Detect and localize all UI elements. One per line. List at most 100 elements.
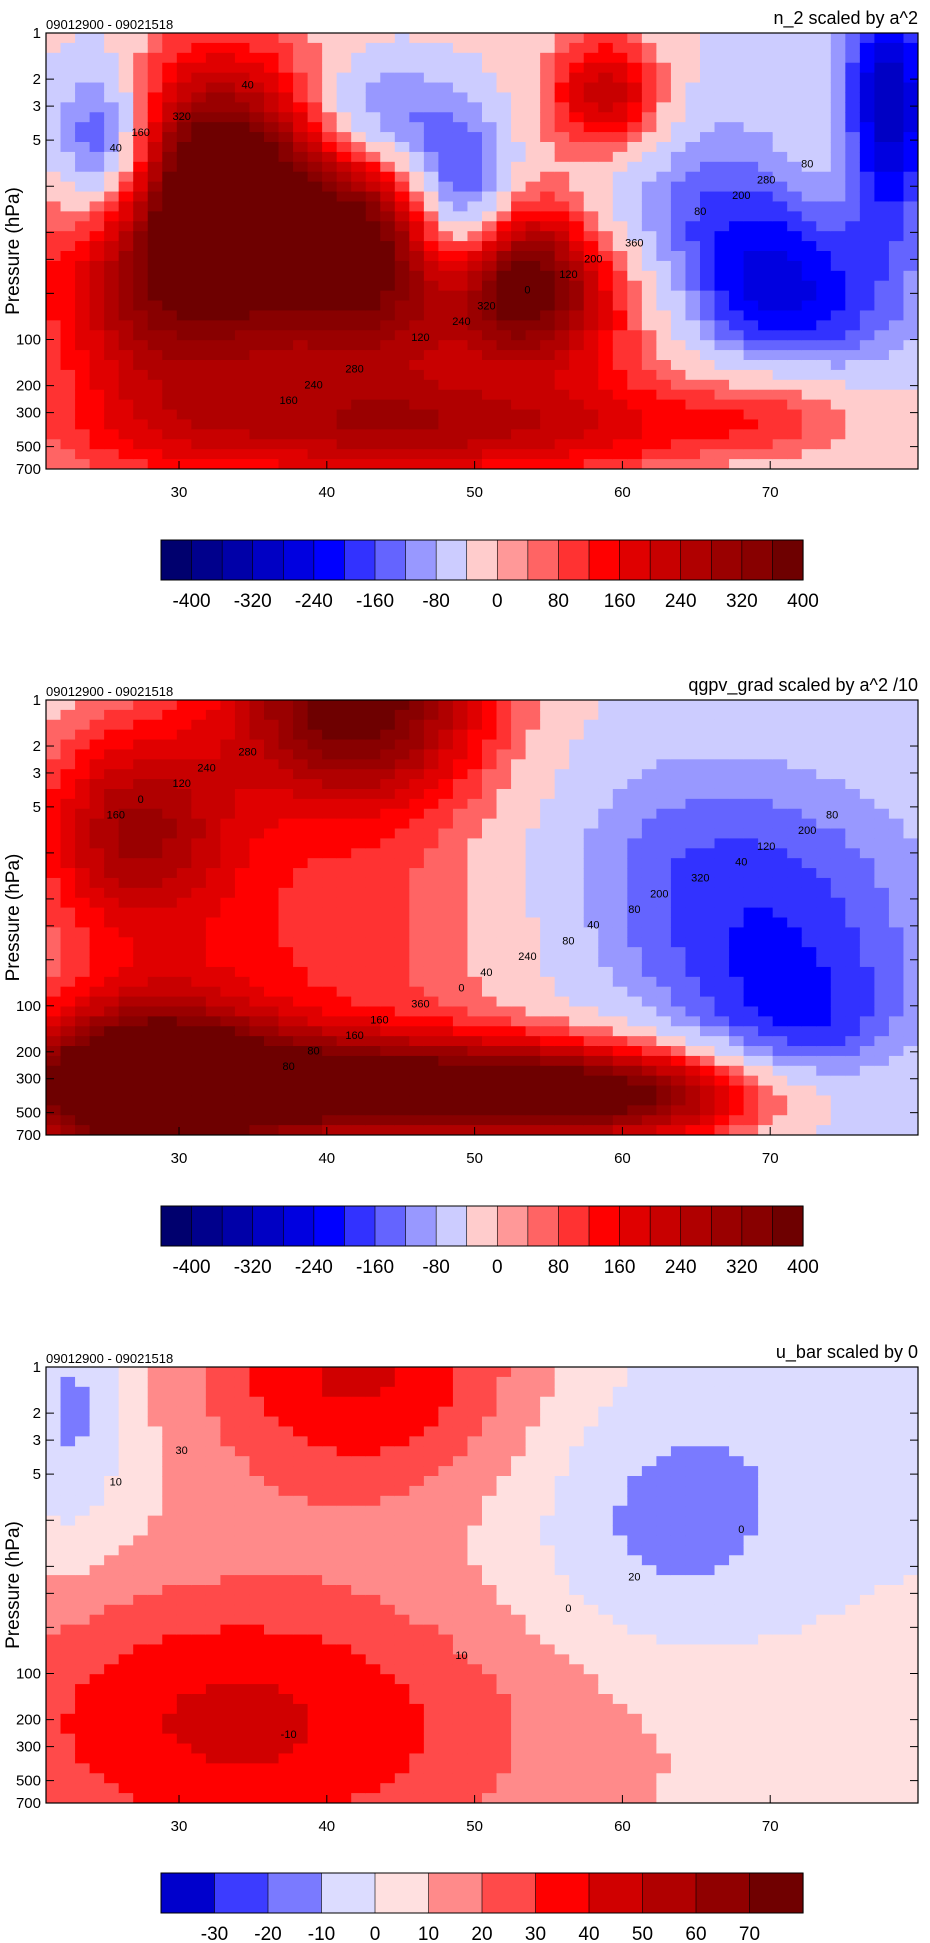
field-cell [394,122,410,133]
field-cell [336,171,352,183]
field-cell [293,350,309,361]
field-cell [60,251,76,262]
field-cell [307,1006,323,1017]
field-cell [758,340,774,351]
field-cell [75,1055,91,1067]
field-cell [293,1026,309,1037]
field-cell [656,369,672,381]
field-cell [46,808,62,820]
field-cell [816,112,832,123]
field-cell [394,976,410,988]
field-cell [627,439,643,450]
field-cell [365,429,381,440]
field-cell [234,1046,251,1057]
field-cell [147,449,163,460]
field-cell [758,449,774,460]
field-cell [641,419,657,430]
field-cell [162,171,178,183]
field-cell [787,320,803,331]
field-cell [60,947,76,958]
field-cell [656,1125,672,1135]
field-cell [307,122,323,133]
field-cell [234,449,251,460]
field-cell [104,62,120,74]
field-cell [423,132,439,143]
field-cell [336,211,352,222]
field-cell [351,788,367,800]
field-cell [234,270,251,282]
field-cell [467,1016,483,1027]
field-cell [409,1026,425,1037]
field-cell [249,1006,265,1017]
field-cell [598,42,614,54]
field-cell [888,92,905,103]
field-cell [627,221,643,232]
field-cell [525,270,541,282]
field-cell [365,201,381,212]
field-cell [147,1006,163,1017]
field-cell [438,1006,454,1017]
field-cell [104,1016,120,1027]
field-cell [670,330,687,341]
field-cell [104,290,120,302]
field-cell [147,429,163,440]
field-cell [830,340,846,351]
field-cell [888,241,905,252]
field-cell [438,369,454,381]
field-cell [612,848,628,859]
field-cell [75,171,91,183]
field-cell [351,729,367,741]
field-cell [394,132,410,143]
field-cell [496,759,512,770]
field-cell [598,409,614,421]
field-cell [351,439,367,450]
field-cell [598,251,614,262]
field-cell [46,769,62,780]
field-cell [612,1085,628,1097]
field-cell [351,700,367,711]
field-cell [351,1036,367,1047]
field-cell [743,360,759,371]
field-cell [467,310,483,321]
field-cell [511,907,527,919]
field-cell [205,171,221,183]
field-cell [351,877,367,889]
field-cell [569,927,585,938]
field-cell [394,92,410,103]
field-cell [249,82,265,94]
field-cell [118,700,134,711]
field-cell [801,340,817,351]
field-cell [176,42,192,54]
field-cell [351,966,367,978]
field-cell [511,828,527,840]
field-cell [612,221,628,232]
field-cell [118,1046,134,1057]
field-cell [293,132,309,143]
field-cell [874,112,890,123]
field-cell [598,1105,614,1116]
field-cell [89,280,105,292]
field-cell [496,986,512,998]
field-cell [888,62,905,74]
field-cell [191,1065,207,1077]
field-cell [75,459,91,469]
field-cell [394,320,410,331]
field-cell [554,828,570,840]
field-cell [758,320,774,331]
field-cell [816,399,832,411]
field-cell [452,340,469,351]
field-cell [205,112,221,123]
field-cell [75,52,91,64]
field-cell [714,868,730,879]
field-cell [133,1115,149,1126]
field-cell [743,818,759,830]
field-cell [874,92,890,103]
field-cell [336,330,352,341]
field-cell [322,290,338,302]
field-cell [612,759,628,770]
field-cell [234,181,251,193]
field-cell [511,82,527,94]
field-cell [60,270,76,282]
field-cell [380,280,396,292]
field-cell [612,1036,628,1047]
